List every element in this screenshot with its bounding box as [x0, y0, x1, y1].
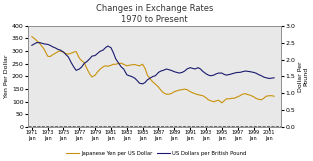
- Title: Changes in Exchange Rates
1970 to Present: Changes in Exchange Rates 1970 to Presen…: [96, 4, 213, 24]
- Japanese Yen per US Dollar: [272, 95, 276, 97]
- Line: Japanese Yen per US Dollar: Japanese Yen per US Dollar: [32, 37, 274, 103]
- US Dollars per British Pound: [272, 77, 276, 79]
- Japanese Yen per US Dollar: [80, 60, 84, 62]
- Y-axis label: Dollar Per
Pound: Dollar Per Pound: [298, 61, 309, 92]
- Japanese Yen per US Dollar: [30, 36, 34, 38]
- Japanese Yen per US Dollar: [151, 81, 155, 83]
- Japanese Yen per US Dollar: [198, 94, 202, 96]
- US Dollars per British Pound: [141, 83, 145, 85]
- US Dollars per British Pound: [82, 63, 86, 65]
- Japanese Yen per US Dollar: [62, 51, 65, 53]
- Legend: Japanese Yen per US Dollar, US Dollars per British Pound: Japanese Yen per US Dollar, US Dollars p…: [64, 149, 249, 158]
- US Dollars per British Pound: [228, 73, 232, 75]
- US Dollars per British Pound: [204, 73, 208, 75]
- US Dollars per British Pound: [156, 71, 160, 73]
- Japanese Yen per US Dollar: [69, 52, 73, 54]
- US Dollars per British Pound: [35, 42, 38, 44]
- US Dollars per British Pound: [72, 66, 76, 68]
- Line: US Dollars per British Pound: US Dollars per British Pound: [32, 43, 274, 84]
- Japanese Yen per US Dollar: [225, 98, 228, 100]
- Japanese Yen per US Dollar: [220, 102, 224, 104]
- US Dollars per British Pound: [30, 44, 34, 46]
- US Dollars per British Pound: [64, 53, 68, 55]
- Y-axis label: Yen Per Dollar: Yen Per Dollar: [4, 55, 9, 98]
